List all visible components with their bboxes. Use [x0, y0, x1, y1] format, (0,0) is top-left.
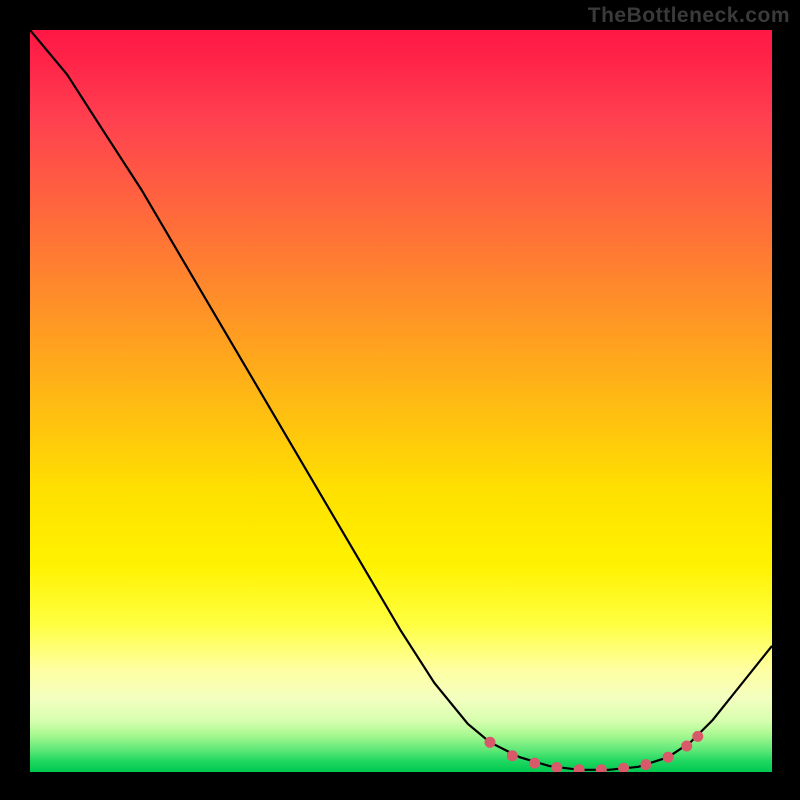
optimal-marker [618, 763, 629, 772]
chart-plot-area [30, 30, 772, 772]
watermark-text: TheBottleneck.com [588, 4, 790, 28]
optimal-marker [485, 737, 496, 748]
chart-svg [30, 30, 772, 772]
optimal-marker [640, 759, 651, 770]
marker-group [485, 731, 704, 772]
optimal-marker [529, 758, 540, 769]
optimal-marker [692, 731, 703, 742]
optimal-marker [663, 752, 674, 763]
optimal-marker [574, 764, 585, 772]
optimal-marker [681, 741, 692, 752]
optimal-marker [596, 764, 607, 772]
optimal-marker [551, 762, 562, 772]
optimal-marker [507, 750, 518, 761]
bottleneck-curve [30, 30, 772, 770]
